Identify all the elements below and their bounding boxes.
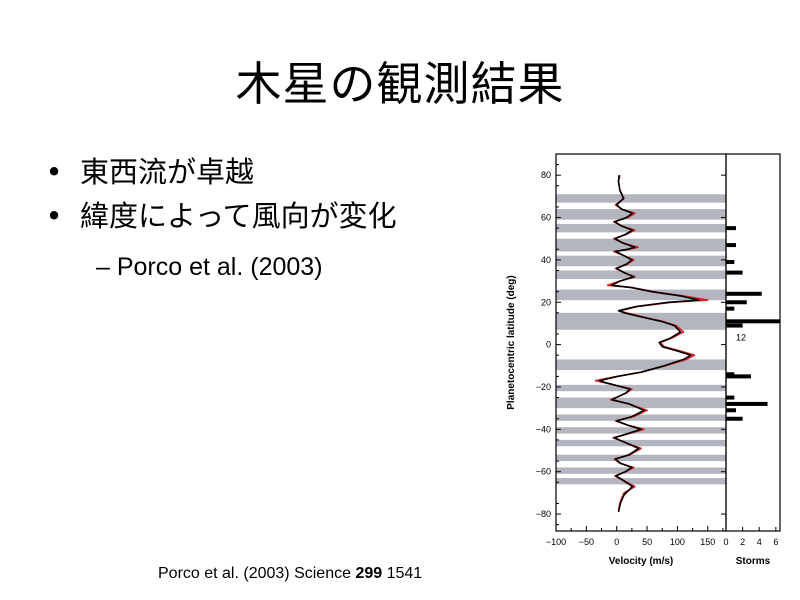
y-tick-label: 40	[541, 255, 551, 265]
storms-x-tick-label: 4	[757, 537, 762, 547]
latitude-band	[556, 397, 726, 409]
citation-volume: 299	[355, 565, 383, 582]
bullet-item: • 緯度によって風向が変化	[44, 194, 397, 238]
citation-prefix: Porco et al. (2003) Science	[158, 565, 356, 582]
storm-bar	[726, 319, 780, 324]
y-tick-label: 0	[546, 340, 551, 350]
bullet-dot-icon: •	[45, 199, 63, 233]
storms-x-tick-label: 6	[773, 537, 778, 547]
y-tick-label: −60	[536, 467, 551, 477]
latitude-band	[556, 255, 726, 267]
velocity-line	[598, 175, 700, 513]
latitude-band	[556, 359, 726, 371]
bullet-list: • 東西流が卓越 • 緯度によって風向が変化	[44, 150, 397, 238]
citation: Porco et al. (2003) Science 299 1541	[158, 565, 422, 583]
storm-bar	[726, 374, 751, 379]
y-tick-label: 20	[541, 297, 551, 307]
latitude-band	[556, 223, 726, 233]
latitude-band	[556, 194, 726, 203]
storm-bar	[726, 243, 736, 248]
storm-bar	[726, 416, 743, 421]
y-tick-label: −20	[536, 382, 551, 392]
storm-bar	[726, 260, 735, 265]
storm-bar	[726, 401, 768, 406]
storm-bar	[726, 372, 735, 377]
storms-x-tick-label: 0	[723, 537, 728, 547]
storm-bar	[726, 408, 736, 413]
storm-bar	[726, 226, 736, 231]
citation-page: 1541	[382, 565, 423, 582]
storm-bar	[726, 323, 743, 328]
storm-bar	[726, 306, 735, 311]
storms-x-tick-label: 2	[740, 537, 745, 547]
storm-bar	[726, 300, 747, 305]
storm-bar	[726, 395, 735, 400]
latitude-band	[556, 384, 726, 392]
bullet-text: 緯度によって風向が変化	[80, 199, 397, 233]
storm-bar	[726, 291, 762, 296]
y-tick-label: 60	[541, 213, 551, 223]
x-tick-label: −100	[546, 537, 566, 547]
x-tick-label: −50	[579, 537, 594, 547]
latitude-band	[556, 209, 726, 220]
x-axis-label: Velocity (m/s)	[609, 556, 673, 567]
y-axis-label: Planetocentric latitude (deg)	[506, 275, 517, 409]
x-tick-label: 0	[614, 537, 619, 547]
bullet-dot-icon: •	[45, 155, 63, 189]
sub-bullet: – Porco et al. (2003)	[96, 253, 323, 281]
latitude-band	[556, 238, 726, 252]
storm-bar	[726, 270, 743, 275]
bullet-text: 東西流が卓越	[80, 155, 255, 189]
slide-title: 木星の観測結果	[235, 57, 565, 111]
x-tick-label: 100	[670, 537, 685, 547]
latitude-band	[556, 467, 726, 474]
y-tick-label: 80	[541, 170, 551, 180]
y-tick-label: −80	[536, 509, 551, 519]
storms-axis-label: Storms	[736, 556, 771, 567]
latitude-band	[556, 478, 726, 485]
latitude-band	[556, 454, 726, 462]
latitude-band	[556, 414, 726, 421]
x-tick-label: 50	[642, 537, 652, 547]
storms-frame	[725, 153, 781, 532]
storms-annotation: 12	[736, 332, 746, 342]
y-tick-label: −40	[536, 424, 551, 434]
bullet-item: • 東西流が卓越	[44, 150, 397, 194]
latitude-band	[556, 312, 726, 330]
latitude-band	[556, 289, 726, 301]
latitude-band	[556, 439, 726, 447]
wind-profile-figure: 80 60 40 20 0 −20 −40 −60 −80 −100 −50 0 50 100 150 Vel…	[500, 148, 786, 588]
latitude-band	[556, 270, 726, 279]
x-tick-label: 150	[700, 537, 715, 547]
